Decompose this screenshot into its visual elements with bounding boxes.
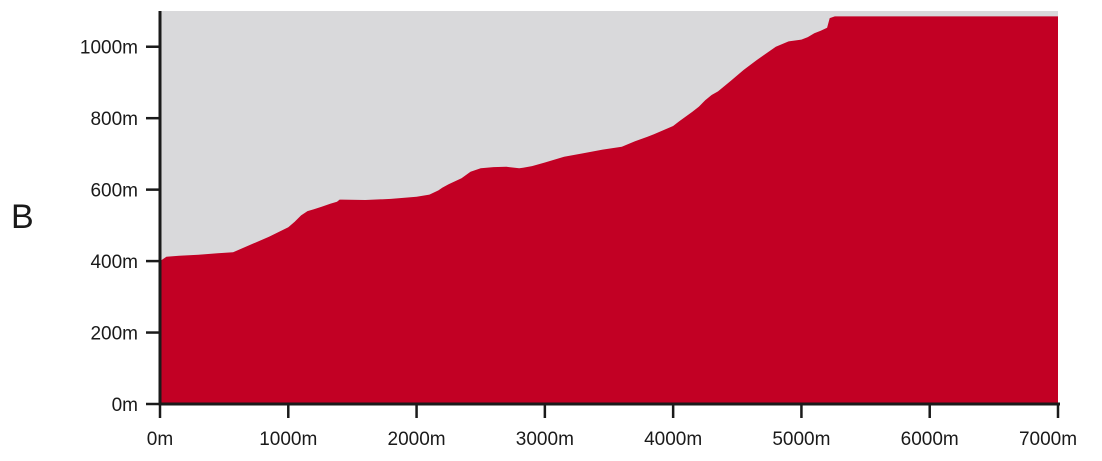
elevation-area [160,16,1058,405]
y-axis-ticks: 0m 200m 400m 600m 800m 1000m [80,38,160,416]
x-tick-label: 4000m [644,429,702,450]
y-tick-label: 200m [90,324,138,345]
y-tick-label: 400m [90,252,138,273]
x-tick-label: 6000m [901,429,959,450]
x-axis-ticks: 0m 1000m 2000m 3000m 4000m 5000m 6000m 7000m [147,404,1077,450]
y-tick-label: 1000m [80,38,138,59]
x-tick-label: 7000m [1019,429,1077,450]
x-tick-label: 5000m [772,429,830,450]
x-tick-label: 1000m [259,429,317,450]
x-tick-label: 2000m [388,429,446,450]
x-tick-label: 3000m [516,429,574,450]
y-tick-label: 600m [90,181,138,202]
y-tick-label: 0m [112,395,138,416]
panel-label: B [11,198,34,236]
y-tick-label: 800m [90,109,138,130]
x-tick-label: 0m [147,429,173,450]
